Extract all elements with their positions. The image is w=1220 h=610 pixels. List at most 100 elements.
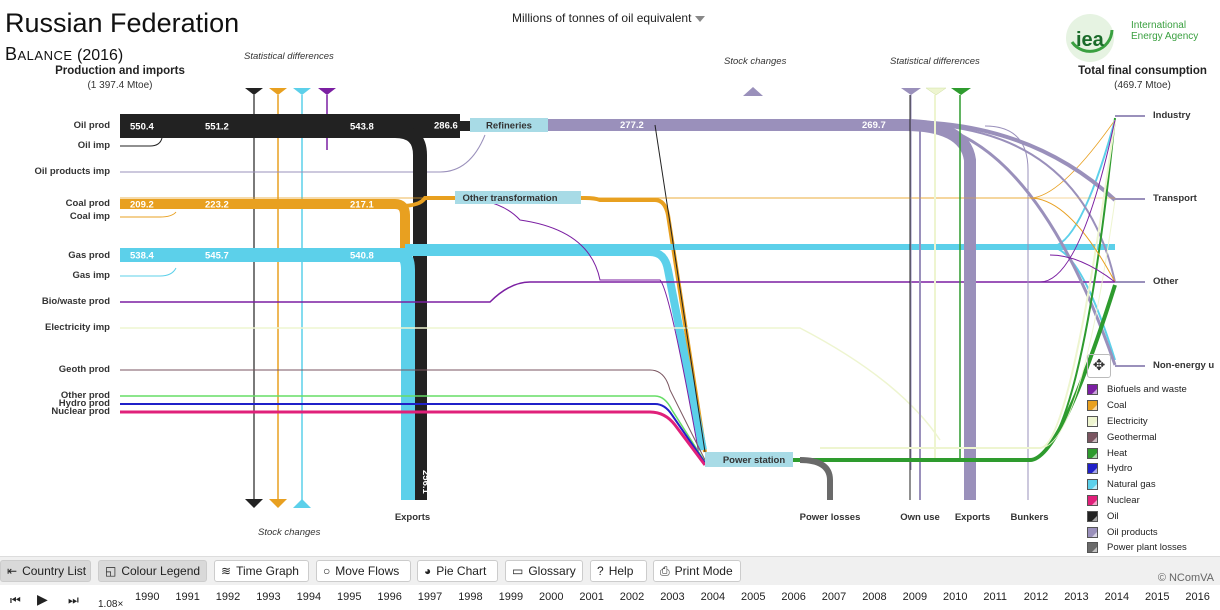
skip-back-icon[interactable]: ⏮ [10, 593, 21, 607]
flow-bio-industry[interactable] [1039, 119, 1116, 283]
timeline-year[interactable]: 1995 [337, 591, 362, 603]
legend-item[interactable]: Oil [1087, 508, 1187, 524]
flow-oilprod-nonenergy[interactable] [904, 120, 1117, 366]
flow-gas-nonenergy[interactable] [1049, 246, 1116, 361]
sink-industry[interactable]: Industry [1153, 110, 1191, 121]
move-icon[interactable]: ✥ [1087, 354, 1111, 378]
flow-power-losses[interactable] [799, 457, 833, 500]
timeline-year[interactable]: 2006 [781, 591, 806, 603]
flow-gas-industry[interactable] [1049, 119, 1116, 248]
flow-oilprod-bunkers[interactable] [984, 125, 1029, 500]
timeline-year[interactable]: 2011 [983, 591, 1008, 603]
source-label[interactable]: Gas prod [68, 250, 110, 261]
legend-item[interactable]: Nuclear [1087, 493, 1187, 509]
pie-chart-button[interactable]: ◕ Pie Chart [417, 560, 498, 582]
country-list-button[interactable]: ⇤ Country List [0, 560, 91, 582]
source-label[interactable]: Nuclear prod [51, 406, 110, 417]
legend-item[interactable]: Natural gas [1087, 477, 1187, 493]
flow-gas-export[interactable] [120, 248, 415, 500]
flow-heat-industry[interactable] [1029, 117, 1116, 461]
timeline-year[interactable]: 2014 [1104, 591, 1130, 603]
time-graph-button[interactable]: ≋ Time Graph [214, 560, 309, 582]
speed-label[interactable]: 1.08× [98, 599, 124, 610]
timeline-year[interactable]: 1990 [135, 591, 160, 603]
timeline-year[interactable]: 2010 [943, 591, 968, 603]
legend-item[interactable]: Power plant losses [1087, 540, 1187, 556]
timeline-year[interactable]: 2013 [1064, 591, 1089, 603]
flow-bio-power[interactable] [454, 197, 701, 461]
sink-non-energy[interactable]: Non-energy u [1153, 360, 1215, 371]
sink-transport[interactable]: Transport [1153, 193, 1197, 204]
timeline-year[interactable]: 2009 [902, 591, 928, 603]
legend-item[interactable]: Biofuels and waste [1087, 382, 1187, 398]
flow-electricity-final[interactable] [820, 119, 1116, 449]
timeline-year[interactable]: 2016 [1185, 591, 1210, 603]
flow-bio-other[interactable] [1049, 254, 1116, 283]
flow-geoth[interactable] [120, 369, 706, 461]
source-label[interactable]: Oil imp [77, 140, 110, 151]
source-label[interactable]: Oil prod [73, 120, 110, 131]
flow-oil-imp[interactable] [120, 137, 163, 147]
timeline-year[interactable]: 2015 [1145, 591, 1170, 603]
legend-item[interactable]: Electricity [1087, 414, 1187, 430]
flow-gas-power[interactable] [120, 248, 707, 451]
node-power-station[interactable] [705, 452, 793, 467]
timeline-year[interactable]: 2003 [660, 591, 685, 603]
source-label[interactable]: Bio/waste prod [41, 296, 110, 307]
timeline-year[interactable]: 1997 [417, 591, 443, 603]
timeline-year[interactable]: 1999 [498, 591, 524, 603]
flow-heat-other[interactable] [790, 284, 1117, 462]
timeline-year[interactable]: 2002 [619, 591, 645, 603]
timeline-year[interactable]: 1993 [256, 591, 281, 603]
colour-legend-button[interactable]: ◱ Colour Legend [98, 560, 207, 582]
flow-gas-imp[interactable] [120, 267, 177, 277]
legend-item[interactable]: Coal [1087, 398, 1187, 414]
skip-forward-icon[interactable]: ⏭ [68, 593, 79, 607]
legend-item[interactable]: Oil products [1087, 524, 1187, 540]
legend-item[interactable]: Hydro [1087, 461, 1187, 477]
source-label[interactable]: Other prod [60, 390, 110, 401]
source-label[interactable]: Gas imp [72, 270, 111, 281]
play-icon[interactable]: ▶ [37, 591, 48, 607]
help-button[interactable]: ? Help [590, 560, 647, 582]
source-label[interactable]: Coal prod [65, 198, 110, 209]
flow-bio[interactable] [120, 281, 1115, 303]
timeline-year[interactable]: 1996 [377, 591, 402, 603]
timeline-year[interactable]: 2005 [741, 591, 766, 603]
source-label[interactable]: Coal imp [69, 211, 110, 222]
source-label[interactable]: Electricity imp [45, 322, 110, 333]
flow-oil-power[interactable] [654, 124, 706, 453]
flow-coal-power[interactable] [399, 196, 707, 453]
timeline-year[interactable]: 2008 [862, 591, 887, 603]
source-label[interactable]: Geoth prod [58, 364, 110, 375]
timeline-year[interactable]: 2012 [1023, 591, 1049, 603]
sink-other[interactable]: Other [1153, 276, 1179, 287]
timeline-year[interactable]: 1992 [215, 591, 241, 603]
unit-selector[interactable]: Millions of tonnes of oil equivalent [512, 11, 706, 25]
flow-oilprod-other[interactable] [904, 123, 1116, 283]
flow-oil-export[interactable] [394, 124, 427, 500]
flow-coal-imp[interactable] [120, 211, 177, 218]
move-flows-button[interactable]: ○ Move Flows [316, 560, 411, 582]
timeline-year[interactable]: 2001 [579, 591, 604, 603]
flow-hydro[interactable] [120, 403, 706, 464]
timeline-year[interactable]: 1991 [175, 591, 200, 603]
source-label[interactable]: Hydro prod [58, 398, 110, 409]
flow-oilprod-imp[interactable] [120, 134, 486, 173]
timeline-year[interactable]: 2004 [700, 591, 726, 603]
legend-item[interactable]: Heat [1087, 445, 1187, 461]
node-refineries[interactable] [470, 118, 548, 132]
flow-other-prod[interactable] [120, 395, 706, 463]
timeline-year[interactable]: 1994 [296, 591, 322, 603]
timeline-year[interactable]: 2000 [539, 591, 564, 603]
flow-oilprod-main[interactable] [548, 119, 976, 500]
flow-electricity-transport[interactable] [1039, 199, 1116, 449]
source-label[interactable]: Oil products imp [34, 166, 110, 177]
flow-nuclear[interactable] [120, 410, 707, 466]
timeline-year[interactable]: 2007 [821, 591, 847, 603]
timeline-year[interactable]: 1998 [458, 591, 483, 603]
flow-electricity-imp[interactable] [120, 327, 941, 441]
node-other-transformation[interactable] [455, 191, 581, 204]
flow-coal-other[interactable] [1029, 197, 1116, 283]
legend-item[interactable]: Geothermal [1087, 429, 1187, 445]
